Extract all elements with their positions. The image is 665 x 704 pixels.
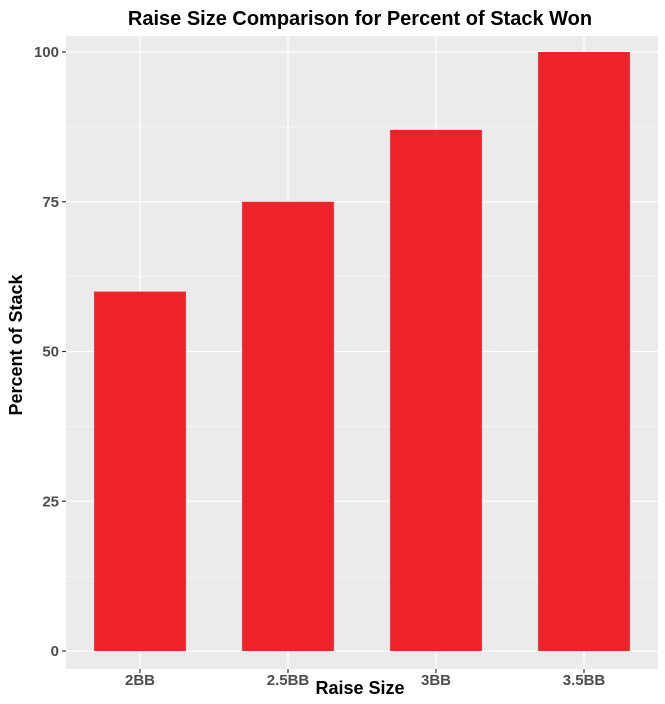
bars	[94, 52, 630, 651]
bar-2bb	[94, 291, 186, 651]
y-tick-label: 100	[34, 44, 59, 61]
bar-3-5bb	[538, 52, 630, 651]
y-axis: 0 25 50 75 100	[34, 44, 66, 660]
y-tick-label: 75	[42, 194, 59, 211]
x-tick-label: 3BB	[421, 672, 451, 689]
x-tick-label: 2.5BB	[267, 672, 310, 689]
chart-title: Raise Size Comparison for Percent of Sta…	[128, 8, 592, 30]
bar-2-5bb	[242, 201, 334, 651]
x-tick-label: 2BB	[125, 672, 155, 689]
x-axis-title: Raise Size	[315, 678, 404, 698]
y-tick-label: 25	[42, 493, 59, 510]
y-tick-label: 50	[42, 344, 59, 361]
y-axis-title: Percent of Stack	[6, 273, 26, 415]
x-tick-label: 3.5BB	[563, 672, 606, 689]
bar-3bb	[390, 129, 482, 651]
y-tick-label: 0	[51, 643, 59, 660]
x-axis: 2BB 2.5BB 3BB 3.5BB	[125, 669, 605, 689]
